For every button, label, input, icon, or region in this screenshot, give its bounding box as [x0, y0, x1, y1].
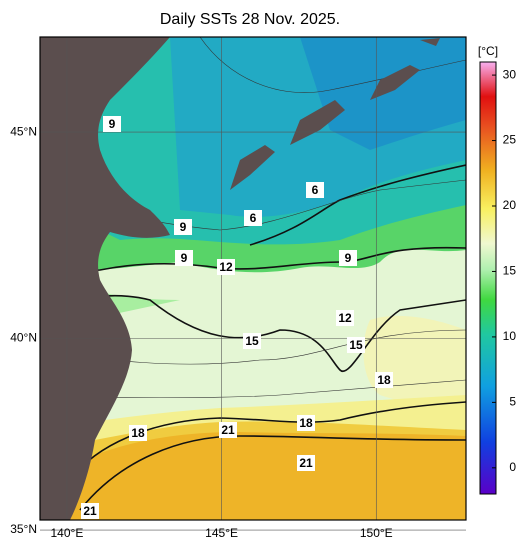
contour-labels: 9 6 6 9 9 12 9 12 15 15 18 18 18 21 21 21	[81, 116, 393, 519]
contour-label: 18	[299, 416, 313, 430]
contour-label: 6	[312, 183, 319, 197]
contour-label: 9	[180, 220, 187, 234]
contour-label: 21	[83, 504, 97, 518]
map-frame	[39, 36, 467, 521]
label-box	[306, 182, 324, 198]
label-box	[174, 219, 192, 235]
contour-label: 12	[219, 260, 233, 274]
grid	[40, 37, 466, 531]
colorbar-tick-label: 25	[503, 133, 517, 147]
label-box	[336, 310, 354, 326]
label-box	[103, 116, 121, 132]
lon-label: 145°E	[205, 526, 238, 540]
label-box	[81, 503, 99, 519]
contour-label: 9	[109, 117, 116, 131]
lat-label: 35°N	[10, 522, 37, 536]
lat-label: 40°N	[10, 331, 37, 345]
label-box	[244, 210, 262, 226]
contour-label: 15	[349, 338, 363, 352]
label-box	[347, 337, 365, 353]
contour-label: 15	[245, 334, 259, 348]
contour-label: 18	[377, 373, 391, 387]
colorbar-unit: [°C]	[478, 44, 498, 58]
label-box	[339, 250, 357, 266]
label-box	[219, 422, 237, 438]
colorbar-tick-label: 10	[503, 329, 517, 343]
lon-label: 150°E	[360, 526, 393, 540]
label-box	[129, 425, 147, 441]
label-box	[243, 333, 261, 349]
contour-label: 21	[221, 423, 235, 437]
label-box	[297, 415, 315, 431]
map-title: Daily SSTs 28 Nov. 2025.	[160, 11, 340, 28]
colorbar-tick-label: 5	[509, 395, 516, 409]
colorbar-tick-label: 30	[503, 67, 517, 81]
colorbar-tick-label: 0	[509, 460, 516, 474]
contour-label: 9	[345, 251, 352, 265]
lon-label: 140°E	[51, 526, 84, 540]
colorbar-tick-label: 20	[503, 198, 517, 212]
colorbar	[479, 61, 497, 495]
sst-field	[40, 37, 466, 520]
contour-label: 6	[250, 211, 257, 225]
label-box	[375, 372, 393, 388]
contour-label: 21	[299, 456, 313, 470]
label-box	[297, 455, 315, 471]
label-box	[175, 250, 193, 266]
contour-label: 9	[181, 251, 188, 265]
colorbar-tick-label: 15	[503, 264, 517, 278]
contour-label: 18	[131, 426, 145, 440]
contour-label: 12	[338, 311, 352, 325]
lat-label: 45°N	[10, 124, 37, 138]
label-box	[217, 259, 235, 275]
